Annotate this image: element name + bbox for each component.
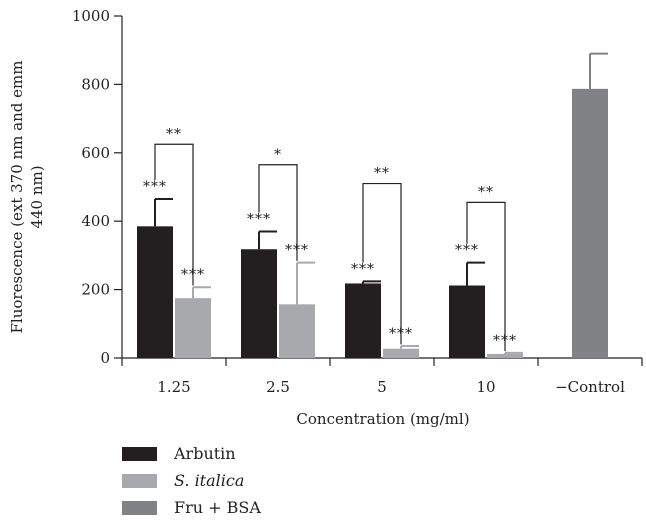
x-axis: 1.25 2.5 5 10 −Control [121, 357, 643, 396]
bar [572, 88, 608, 358]
y-tick-label: 800 [81, 75, 110, 93]
legend-label-s-italica: S. italica [174, 471, 245, 490]
bar [241, 249, 277, 358]
x-tick-label: 5 [377, 378, 387, 396]
y-tick-label: 0 [100, 349, 110, 367]
y-tick-label: 400 [81, 212, 110, 230]
legend-item-s-italica: S. italica [122, 467, 261, 494]
bars [137, 52, 608, 358]
significance-stars: *** [351, 261, 375, 277]
x-axis-title: Concentration (mg/ml) [296, 410, 469, 428]
legend-item-fru-bsa: Fru + BSA [122, 494, 261, 521]
comparison-bracket [154, 143, 194, 286]
comparison-significance: * [274, 147, 282, 163]
legend-item-arbutin: Arbutin [122, 440, 261, 467]
significance-stars: *** [247, 211, 271, 227]
bar [137, 226, 173, 358]
x-tick-label: −Control [555, 378, 625, 396]
bar [449, 285, 485, 358]
comparison-bracket [258, 164, 298, 261]
comparison-significance: ** [374, 166, 390, 182]
x-tick-label: 1.25 [157, 378, 190, 396]
legend: Arbutin S. italica Fru + BSA [122, 440, 261, 521]
significance-stars: *** [143, 179, 167, 195]
y-tick-label: 1000 [72, 7, 110, 25]
bar [175, 298, 211, 358]
legend-swatch-arbutin [122, 446, 157, 461]
x-tick-label: 10 [476, 378, 495, 396]
x-tick-label: 2.5 [266, 378, 290, 396]
legend-label-fru-bsa: Fru + BSA [174, 498, 261, 517]
comparison-significance: ** [166, 126, 182, 142]
legend-swatch-fru-bsa [122, 500, 157, 515]
bar [487, 353, 523, 358]
y-tick-label: 600 [81, 144, 110, 162]
bar [345, 283, 381, 358]
significance-stars: *** [455, 243, 479, 259]
legend-label-arbutin: Arbutin [174, 444, 236, 463]
significance-annotations: ********************* ********** [143, 126, 516, 352]
y-tick-label: 200 [81, 281, 110, 299]
comparison-significance: ** [478, 184, 494, 200]
y-axis-title-line-1: Fluorescence (ext 370 nm and emm [8, 61, 26, 334]
y-axis-title-line-2: 440 nm) [28, 165, 46, 228]
comparison-bracket [362, 182, 402, 345]
bar [279, 304, 315, 358]
bar [383, 348, 419, 358]
legend-swatch-s-italica [122, 473, 157, 488]
y-axis: 0 200 400 600 800 1000 [72, 7, 123, 367]
comparison-bracket [466, 201, 506, 352]
